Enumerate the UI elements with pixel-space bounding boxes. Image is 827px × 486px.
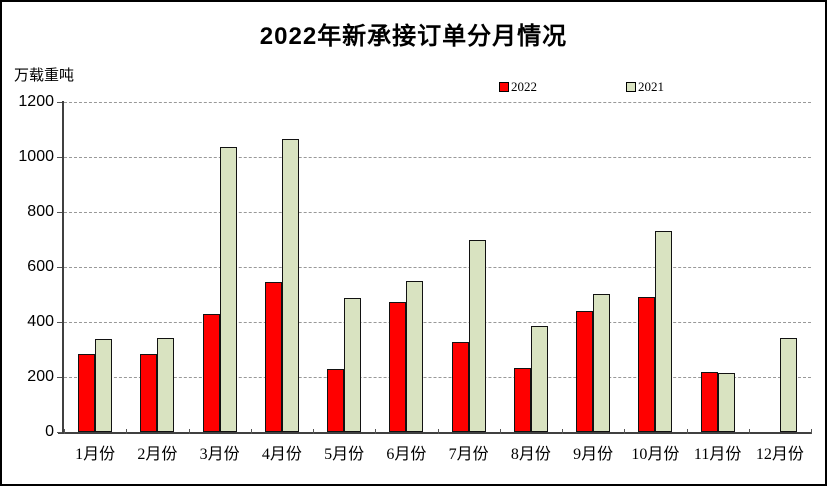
- x-tick-mark-8: [562, 429, 563, 434]
- bar-2022-month-4: [264, 282, 282, 432]
- x-tick-mark-10: [686, 429, 688, 434]
- gridline-y-400: [64, 321, 811, 323]
- x-tick-label-8: 8月份: [510, 446, 551, 463]
- x-tick-label-6: 6月份: [386, 446, 427, 463]
- plot-area: [64, 101, 811, 432]
- x-tick-mark-5: [375, 429, 377, 434]
- bar-2022-month-3: [202, 314, 220, 432]
- x-tick-mark-0: [64, 429, 65, 434]
- bar-2022-month-1: [78, 354, 96, 432]
- bar-2022-month-11: [700, 372, 718, 432]
- bar-2021-month-1: [95, 339, 113, 432]
- bar-2021-month-2: [157, 338, 175, 432]
- y-tick-label-1200: 1200: [18, 93, 54, 110]
- x-tick-label-5: 5月份: [324, 446, 365, 463]
- x-tick-mark-11: [748, 429, 750, 434]
- legend-swatch-2022-icon: [499, 82, 509, 92]
- bar-2022-month-9: [576, 311, 594, 432]
- bar-2021-month-6: [406, 281, 424, 432]
- y-tick-mark-800: [57, 212, 62, 213]
- y-tick-label-800: 800: [27, 203, 54, 220]
- x-tick-label-7: 7月份: [448, 446, 489, 463]
- bar-2021-month-4: [281, 139, 299, 432]
- bar-2022-month-8: [513, 368, 531, 432]
- y-tick-label-200: 200: [27, 368, 54, 385]
- x-tick-label-11: 11月份: [693, 446, 742, 463]
- y-tick-mark-400: [57, 322, 62, 323]
- y-axis-line: [62, 101, 64, 434]
- y-tick-mark-1200: [57, 102, 62, 103]
- x-axis-tick-labels: 1月份 2月份 3月份 4月份 5月份 6月份 7月份 8月份 9月份 10月份 11月份 12月份: [64, 440, 811, 463]
- x-tick-mark-6: [437, 429, 439, 434]
- bar-2021-month-12: [779, 338, 797, 432]
- y-tick-label-1000: 1000: [18, 148, 54, 165]
- x-tick-mark-12: [811, 429, 812, 434]
- bar-2021-month-9: [593, 294, 611, 432]
- y-tick-mark-1000: [57, 157, 62, 158]
- chart-title: 2022年新承接订单分月情况: [259, 23, 568, 50]
- x-tick-mark-3: [250, 429, 252, 434]
- y-axis-unit-label: 万载重吨: [14, 67, 75, 84]
- bar-2021-month-10: [655, 231, 673, 432]
- legend-label-2022: 2022: [511, 79, 537, 94]
- gridline-y-200: [64, 376, 811, 378]
- legend-item-2021: 2021: [626, 79, 664, 95]
- x-tick-mark-4: [313, 429, 314, 434]
- x-tick-label-9: 9月份: [573, 446, 614, 463]
- y-tick-mark-0: [57, 432, 62, 433]
- bar-2022-month-2: [140, 354, 158, 432]
- gridline-y-600: [64, 266, 811, 268]
- y-tick-label-400: 400: [27, 313, 54, 330]
- x-axis-line: [58, 432, 812, 434]
- bar-2021-month-5: [344, 298, 362, 432]
- bar-2021-month-7: [468, 240, 486, 432]
- bar-2022-month-6: [389, 302, 407, 432]
- legend-item-2022: 2022: [499, 79, 537, 95]
- bar-2022-month-7: [451, 342, 469, 432]
- gridline-y-800: [64, 211, 811, 213]
- bar-2021-month-8: [530, 326, 548, 432]
- x-tick-label-1: 1月份: [75, 446, 116, 463]
- gridline-y-1200: [64, 101, 811, 103]
- y-tick-label-0: 0: [45, 423, 54, 440]
- gridline-y-1000: [64, 156, 811, 158]
- y-tick-mark-600: [57, 267, 62, 268]
- x-tick-label-12: 12月份: [755, 446, 804, 463]
- bar-2022-month-5: [327, 369, 345, 432]
- x-tick-label-10: 10月份: [631, 446, 680, 463]
- y-axis-tick-labels: 0 200 400 600 800 1000 1200: [2, 93, 54, 440]
- legend-swatch-2021-icon: [626, 82, 636, 92]
- x-tick-mark-2: [188, 429, 190, 434]
- x-tick-mark-9: [624, 429, 626, 434]
- x-tick-label-2: 2月份: [137, 446, 178, 463]
- x-tick-mark-7: [499, 429, 501, 434]
- x-tick-label-3: 3月份: [199, 446, 240, 463]
- bar-2022-month-10: [638, 297, 656, 432]
- bar-2021-month-3: [219, 147, 237, 432]
- legend-label-2021: 2021: [638, 79, 664, 94]
- y-tick-mark-200: [57, 377, 62, 378]
- x-tick-label-4: 4月份: [261, 446, 302, 463]
- x-tick-mark-1: [126, 429, 128, 434]
- bar-2021-month-11: [717, 373, 735, 432]
- y-tick-label-600: 600: [27, 258, 54, 275]
